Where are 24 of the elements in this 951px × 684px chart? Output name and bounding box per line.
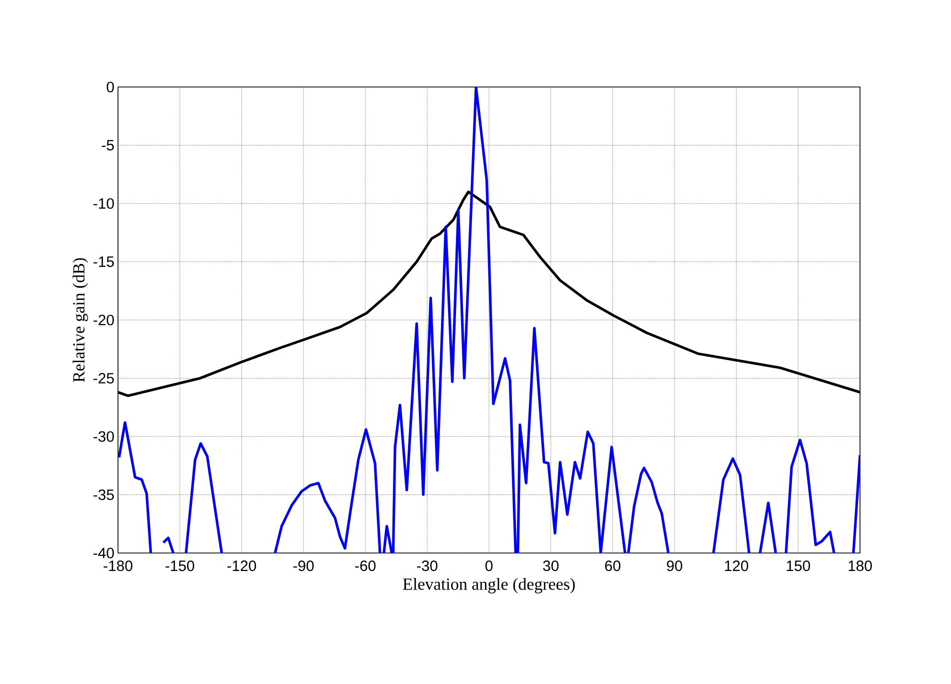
x-tick-label: -30 — [417, 560, 438, 572]
y-tick-label: -25 — [94, 372, 114, 384]
x-axis-title: Elevation angle (degrees) — [402, 578, 575, 594]
y-tick-label: -40 — [94, 548, 114, 558]
y-tick-label: -15 — [94, 256, 114, 267]
y-axis-title: Relative gain (dB) — [72, 258, 88, 382]
x-tick-label: 120 — [725, 560, 748, 572]
x-tick-label: -60 — [355, 560, 376, 572]
x-tick-label: 150 — [786, 560, 810, 572]
x-tick-label: -90 — [293, 560, 314, 572]
x-tick-label: -150 — [166, 560, 194, 572]
y-tick-label: -5 — [102, 140, 114, 150]
y-tick-label: -35 — [94, 489, 114, 500]
y-tick-label: 0 — [106, 82, 114, 92]
x-tick-label: 60 — [605, 560, 620, 572]
y-tick-label: -10 — [94, 198, 114, 209]
y-tick-label: -30 — [94, 431, 114, 442]
x-tick-label: -120 — [227, 560, 256, 572]
x-tick-label: 0 — [485, 560, 493, 572]
x-tick-label: 90 — [666, 560, 682, 572]
x-tick-label: 180 — [848, 560, 872, 572]
y-tick-label: -20 — [94, 314, 114, 326]
x-tick-label: 30 — [543, 560, 559, 572]
x-tick-label: -180 — [104, 560, 132, 572]
